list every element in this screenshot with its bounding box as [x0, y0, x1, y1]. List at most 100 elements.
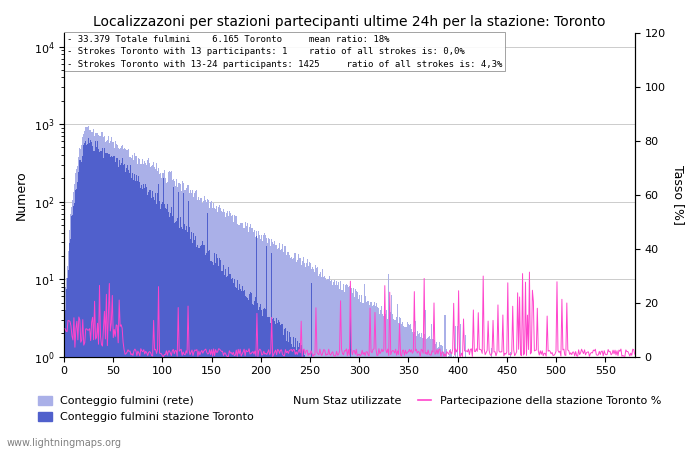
Bar [71, 207, 72, 450]
Bar [316, 268, 317, 450]
Bar [394, 357, 395, 450]
Bar [217, 212, 218, 450]
Bar [348, 357, 349, 450]
Bar [199, 200, 200, 450]
Bar [524, 357, 525, 450]
Bar [166, 208, 167, 450]
Bar [402, 322, 403, 450]
Bar [182, 230, 183, 450]
Bar [215, 263, 216, 450]
Bar [403, 326, 404, 450]
Bar [605, 357, 606, 450]
Bar [545, 357, 546, 450]
Bar [526, 357, 527, 450]
Bar [472, 357, 473, 450]
Bar [90, 130, 91, 450]
Bar [480, 357, 481, 450]
Bar [99, 136, 100, 450]
Bar [465, 335, 466, 450]
Bar [236, 216, 237, 450]
Bar [280, 250, 281, 450]
Bar [532, 357, 533, 450]
Bar [447, 356, 448, 450]
Bar [424, 334, 425, 450]
Bar [80, 160, 81, 450]
Bar [156, 204, 157, 450]
Bar [475, 357, 476, 450]
Bar [253, 305, 255, 450]
Bar [494, 357, 496, 450]
Bar [337, 357, 338, 450]
Bar [324, 276, 326, 450]
Bar [457, 357, 458, 450]
Bar [501, 357, 503, 450]
Bar [341, 290, 342, 450]
Bar [596, 357, 597, 450]
Bar [78, 157, 79, 450]
Bar [169, 217, 170, 450]
Bar [301, 266, 302, 450]
Bar [437, 357, 438, 450]
Bar [291, 344, 292, 450]
Bar [461, 357, 462, 450]
Bar [279, 322, 280, 450]
Bar [295, 338, 296, 450]
Bar [152, 165, 153, 450]
Bar [375, 357, 377, 450]
Bar [311, 269, 312, 450]
Bar [385, 357, 386, 450]
Bar [470, 357, 471, 450]
Bar [384, 313, 385, 450]
Bar [395, 320, 396, 450]
Bar [514, 357, 515, 450]
Bar [220, 208, 221, 450]
Bar [556, 357, 557, 450]
Bar [271, 253, 272, 450]
Bar [579, 357, 580, 450]
Bar [355, 357, 356, 450]
Bar [92, 146, 93, 450]
Bar [291, 256, 292, 450]
Bar [561, 357, 562, 450]
Bar [333, 282, 334, 450]
Bar [162, 173, 163, 450]
Bar [112, 142, 113, 450]
Bar [120, 146, 122, 450]
Bar [326, 280, 328, 450]
Bar [622, 357, 624, 450]
Bar [146, 187, 147, 450]
Bar [370, 357, 372, 450]
Bar [391, 295, 392, 450]
Bar [420, 338, 421, 450]
Bar [522, 357, 523, 450]
Bar [246, 298, 248, 450]
Text: www.lightningmaps.org: www.lightningmaps.org [7, 438, 122, 448]
Title: Localizzazoni per stazioni partecipanti ultime 24h per la stazione: Toronto: Localizzazoni per stazioni partecipanti … [93, 15, 606, 29]
Bar [430, 357, 431, 450]
Bar [539, 357, 540, 450]
Bar [572, 357, 573, 450]
Bar [570, 357, 571, 450]
Bar [243, 228, 244, 450]
Bar [129, 173, 130, 450]
Bar [165, 178, 166, 450]
Bar [365, 357, 367, 450]
Bar [551, 357, 552, 450]
Bar [223, 209, 224, 450]
Bar [550, 357, 551, 450]
Bar [607, 357, 608, 450]
Bar [297, 341, 298, 450]
Bar [501, 357, 503, 450]
Bar [229, 274, 230, 450]
Bar [406, 357, 407, 450]
Bar [431, 357, 433, 450]
Bar [193, 233, 195, 450]
Bar [494, 357, 496, 450]
Bar [127, 149, 129, 450]
Bar [624, 357, 625, 450]
Bar [344, 292, 345, 450]
Bar [139, 159, 140, 450]
Bar [592, 357, 593, 450]
Bar [601, 357, 602, 450]
Bar [519, 357, 520, 450]
